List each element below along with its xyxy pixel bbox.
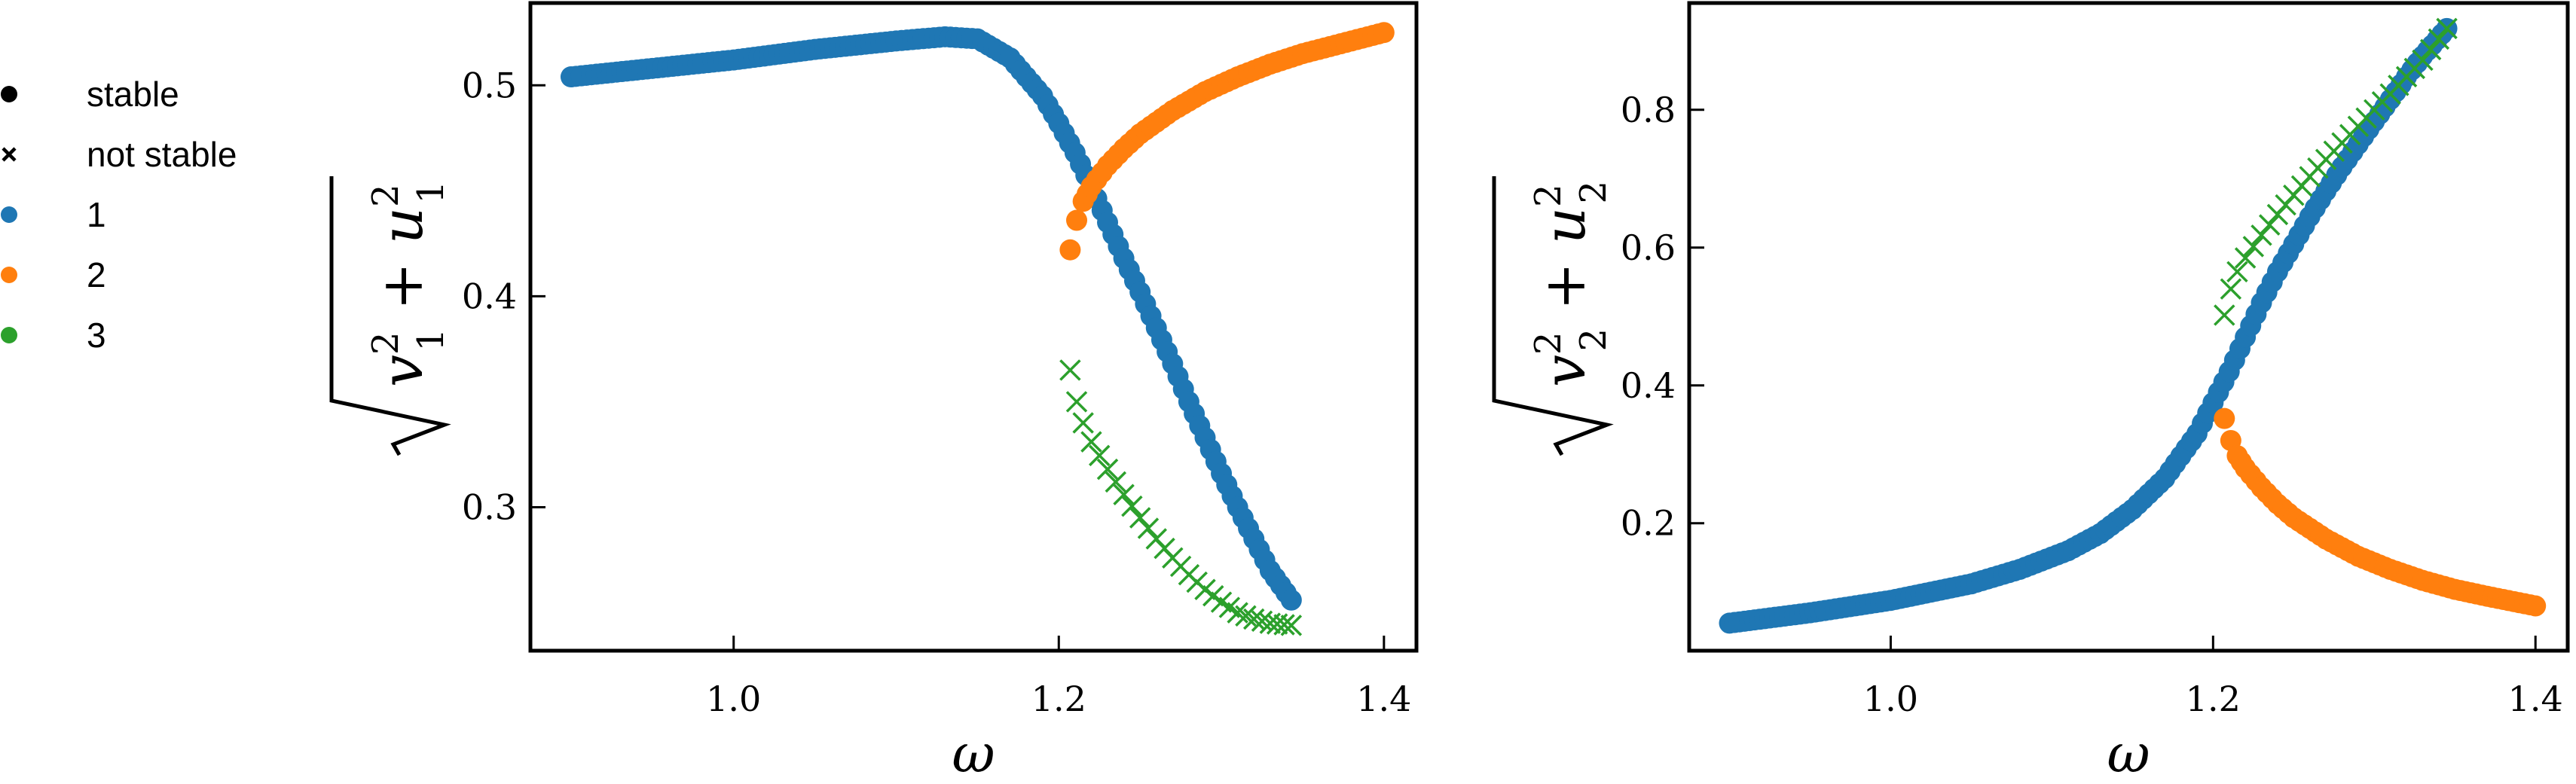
x-marker-icon <box>1129 507 1151 529</box>
formula-part: + <box>1531 244 1598 328</box>
x-marker-icon <box>1080 431 1102 453</box>
x-marker-icon <box>1096 458 1119 480</box>
y-tick-label: 0.2 <box>1621 503 1676 544</box>
series-3 <box>2214 17 2458 326</box>
y-tick-label: 0.8 <box>1621 90 1676 130</box>
y-axis-label: v21 + u21 <box>329 176 452 456</box>
circle-marker-icon <box>1 327 17 343</box>
x-marker-icon <box>1065 391 1088 413</box>
x-marker-icon <box>1273 614 1295 636</box>
data-series <box>560 22 1395 636</box>
x-marker-icon <box>2 147 17 162</box>
x-marker-icon <box>2258 214 2281 236</box>
formula-part: 1 <box>410 181 452 204</box>
x-tick-label: 1.4 <box>2508 679 2563 719</box>
legend-label: not stable <box>87 135 237 174</box>
circle-marker-icon <box>1066 209 1088 231</box>
x-marker-icon <box>2226 261 2248 283</box>
series-3 <box>1059 359 1303 636</box>
x-marker-icon <box>2242 236 2265 258</box>
circle-marker-icon <box>2214 407 2235 429</box>
formula-part: 2 <box>1572 181 1615 204</box>
formula-part: u <box>368 207 435 244</box>
x-marker-icon <box>1059 359 1081 381</box>
formula-part: 2 <box>365 332 407 355</box>
y-axis-label: v22 + u22 <box>1492 176 1615 456</box>
data-series <box>1719 17 2547 634</box>
circle-marker-icon <box>1 267 17 283</box>
formula-part: 2 <box>1527 332 1569 355</box>
x-marker-icon <box>1113 484 1135 505</box>
y-tick-label: 0.3 <box>462 487 517 528</box>
x-tick-label: 1.2 <box>1031 679 1086 719</box>
series-2 <box>2214 407 2547 617</box>
circle-marker-icon <box>1 86 17 102</box>
x-marker-icon <box>2251 224 2272 246</box>
x-marker-icon <box>2214 304 2235 326</box>
x-marker-icon <box>2234 247 2257 269</box>
y-axis-formula: v22 + u22 <box>1527 181 1615 387</box>
x-tick-label: 1.0 <box>1863 679 1918 719</box>
circle-marker-icon <box>2525 595 2547 617</box>
legend-label: stable <box>87 75 179 114</box>
axes-frame <box>528 1 1419 653</box>
sqrt-sign-icon <box>1492 176 1614 456</box>
x-marker-icon <box>2428 28 2450 50</box>
x-marker-icon <box>2412 49 2434 72</box>
x-tick-label: 1.4 <box>1356 679 1411 719</box>
x-marker-icon <box>1137 517 1160 539</box>
x-tick-label: 1.2 <box>2186 679 2241 719</box>
y-axis-formula: v21 + u21 <box>365 181 452 387</box>
series-1 <box>560 26 1302 611</box>
x-marker-icon <box>1280 615 1303 636</box>
y-tick-label: 0.4 <box>462 276 517 316</box>
x-tick-label: 1.0 <box>706 679 761 719</box>
y-tick-label: 0.5 <box>462 65 517 105</box>
axes-frame <box>1687 1 2570 653</box>
formula-part: u <box>1531 207 1598 244</box>
formula-part: v <box>1531 355 1598 387</box>
formula-part: 1 <box>410 328 452 352</box>
formula-part: 2 <box>1527 184 1569 207</box>
circle-marker-icon <box>1059 239 1081 261</box>
series-2 <box>1059 22 1395 261</box>
y-tick-label: 0.4 <box>1621 365 1676 406</box>
x-marker-icon <box>2436 17 2458 40</box>
x-marker-icon <box>1227 602 1248 624</box>
formula-part: 2 <box>365 184 407 207</box>
x-axis-label: ω <box>2107 723 2150 784</box>
x-marker-icon <box>2419 38 2442 61</box>
x-marker-icon <box>1105 471 1127 493</box>
legend-label: 2 <box>87 255 106 294</box>
circle-marker-icon <box>1373 22 1395 44</box>
formula-part: + <box>368 244 435 328</box>
formula-part: v <box>368 355 435 387</box>
sqrt-sign-icon <box>329 176 451 456</box>
x-marker-icon <box>2220 278 2242 300</box>
x-axis-label: ω <box>952 723 995 784</box>
x-marker-icon <box>1121 495 1143 517</box>
y-tick-label: 0.6 <box>1621 227 1676 268</box>
legend-label: 3 <box>87 316 106 355</box>
circle-marker-icon <box>1 206 17 223</box>
legend-label: 1 <box>87 195 106 234</box>
x-marker-icon <box>1072 412 1094 434</box>
x-marker-icon <box>1242 608 1265 630</box>
circle-marker-icon <box>1280 589 1302 611</box>
formula-part: 2 <box>1572 328 1615 352</box>
x-marker-icon <box>1088 444 1111 467</box>
